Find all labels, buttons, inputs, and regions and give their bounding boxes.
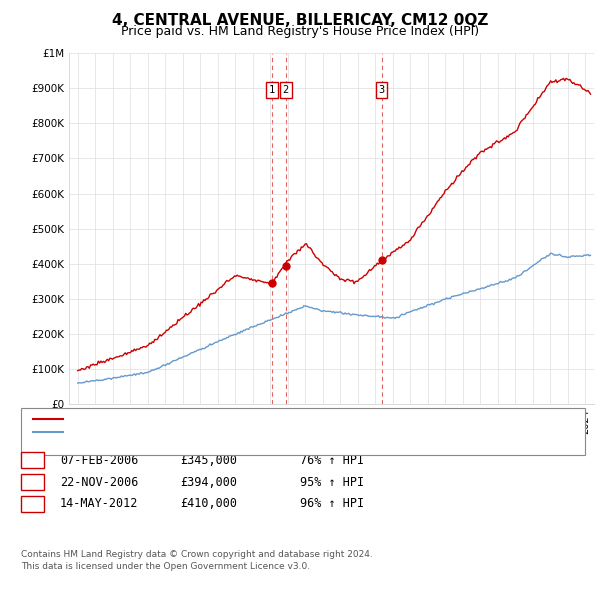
Text: 4, CENTRAL AVENUE, BILLERICAY, CM12 0QZ: 4, CENTRAL AVENUE, BILLERICAY, CM12 0QZ: [112, 13, 488, 28]
Text: £345,000: £345,000: [180, 454, 237, 467]
Text: This data is licensed under the Open Government Licence v3.0.: This data is licensed under the Open Gov…: [21, 562, 310, 571]
Text: Price paid vs. HM Land Registry's House Price Index (HPI): Price paid vs. HM Land Registry's House …: [121, 25, 479, 38]
Text: 4, CENTRAL AVENUE, BILLERICAY, CM12 0QZ (semi-detached house): 4, CENTRAL AVENUE, BILLERICAY, CM12 0QZ …: [69, 414, 425, 424]
Text: 76% ↑ HPI: 76% ↑ HPI: [300, 454, 364, 467]
Text: 95% ↑ HPI: 95% ↑ HPI: [300, 476, 364, 489]
Text: 3: 3: [29, 497, 36, 510]
Text: Contains HM Land Registry data © Crown copyright and database right 2024.: Contains HM Land Registry data © Crown c…: [21, 550, 373, 559]
Text: 22-NOV-2006: 22-NOV-2006: [60, 476, 139, 489]
Text: 07-FEB-2006: 07-FEB-2006: [60, 454, 139, 467]
Text: £394,000: £394,000: [180, 476, 237, 489]
Text: 1: 1: [29, 454, 36, 467]
Text: 2: 2: [29, 476, 36, 489]
Text: £410,000: £410,000: [180, 497, 237, 510]
Text: 96% ↑ HPI: 96% ↑ HPI: [300, 497, 364, 510]
Text: 14-MAY-2012: 14-MAY-2012: [60, 497, 139, 510]
Text: 1: 1: [269, 85, 275, 95]
Text: HPI: Average price, semi-detached house, Basildon: HPI: Average price, semi-detached house,…: [69, 428, 335, 437]
Text: 2: 2: [283, 85, 289, 95]
Text: 3: 3: [379, 85, 385, 95]
